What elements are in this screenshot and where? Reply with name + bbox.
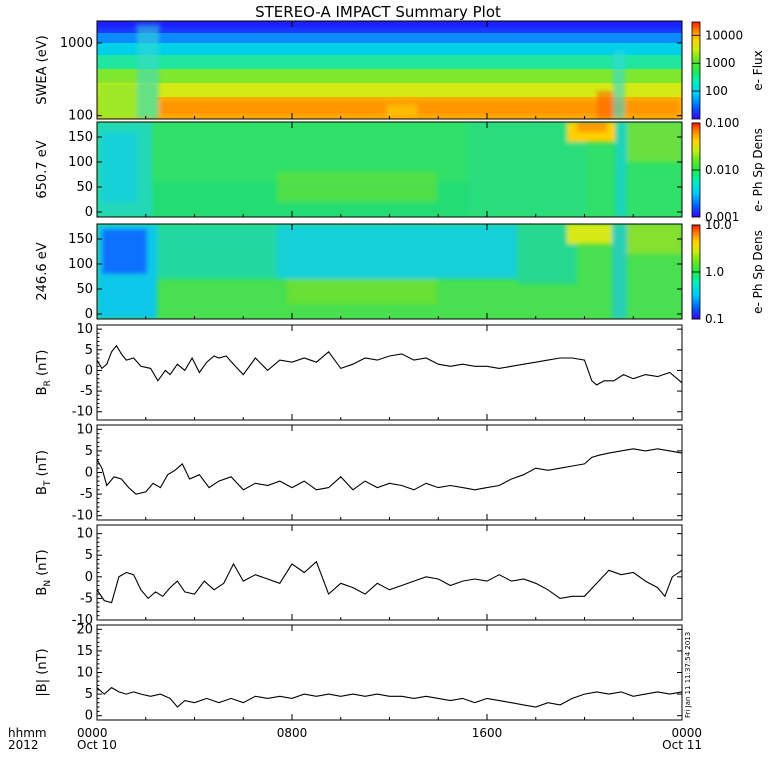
bt-ytick-label: -5 (80, 487, 93, 502)
bt-series-line (96, 448, 683, 495)
pad650-colorbar-label: 0.100 (705, 116, 739, 130)
bmag-ytick-label: 0 (85, 709, 93, 724)
pad650-ytick-label: 50 (76, 180, 93, 195)
pad246-colorbar-label: 1.0 (705, 265, 724, 279)
pad650-ytick-label: 150 (68, 130, 93, 145)
pad246-colorbar-label: 0.1 (705, 312, 724, 326)
bmag-ytick-label: 10 (76, 666, 93, 681)
bt-ytick-label: -10 (72, 509, 93, 524)
time-date-label: Oct 11 (662, 738, 702, 752)
bn-ytick-label: -5 (80, 591, 93, 606)
swea-spectrogram (97, 21, 682, 119)
bmag-frame (96, 624, 683, 721)
pad650-colorbar-label: 0.010 (705, 163, 739, 177)
bt-ytick-label: 10 (76, 422, 93, 437)
pad246-ytick-label: 150 (68, 232, 93, 247)
br-frame (96, 324, 683, 421)
pad650-ytick-label: 0 (85, 205, 93, 220)
pad650-ylabel: 650.7 eV (35, 140, 50, 198)
br-ylabel: BR (nT) (35, 350, 53, 396)
swea-colorbar-label: 10000 (705, 28, 743, 42)
pad246-ytick-label: 100 (68, 257, 93, 272)
bn-ylabel: BN (nT) (35, 549, 53, 595)
colorbar-group (691, 21, 701, 320)
timestamp-stamp: Fri Jan 11 11:37:54 2013 (684, 632, 692, 718)
pad650-ytick-label: 100 (68, 155, 93, 170)
br-ytick-label: -5 (80, 384, 93, 399)
bmag-ytick-label: 5 (85, 687, 93, 702)
bn-ytick-label: -10 (72, 613, 93, 628)
bmag-ylabel: |B| (nT) (35, 648, 50, 696)
pad650-colorbar-title: e- Ph Sp Dens (751, 128, 765, 212)
bmag-ytick-label: 15 (76, 644, 93, 659)
swea-colorbar-title: e- Flux (751, 50, 765, 90)
bmag-series-line (96, 686, 683, 708)
time-tick-label: 0000 (671, 726, 702, 740)
time-date-label: Oct 10 (77, 738, 117, 752)
bmag-ytick-label: 20 (76, 622, 93, 637)
br-ytick-label: 0 (85, 363, 93, 378)
pad650-spectrogram (97, 122, 682, 217)
br-ytick-label: 10 (76, 322, 93, 337)
time-row1-label: hhmm (8, 726, 47, 740)
pad246-ytick-label: 0 (85, 307, 93, 322)
bn-series-line (96, 560, 683, 604)
bn-ytick-label: 5 (85, 548, 93, 563)
bt-ytick-label: 5 (85, 444, 93, 459)
pad246-ytick-label: 50 (76, 282, 93, 297)
bn-ytick-label: 0 (85, 570, 93, 585)
pad246-colorbar-label: 10.0 (705, 218, 732, 232)
time-row2-label: 2012 (8, 738, 39, 752)
pad650-panel (96, 121, 683, 218)
pad246-spectrogram (97, 224, 682, 319)
bt-frame (96, 424, 683, 521)
time-tick-label: 0000 (77, 726, 108, 740)
swea-ytick-label: 1000 (60, 36, 93, 51)
bn-frame (96, 524, 683, 621)
bt-ylabel: BT (nT) (35, 450, 53, 495)
swea-panel (96, 20, 683, 120)
br-ytick-label: -10 (72, 405, 93, 420)
swea-ytick-label: 100 (68, 109, 93, 124)
pad246-panel (96, 223, 683, 320)
bt-ytick-label: 0 (85, 466, 93, 481)
swea-colorbar (691, 21, 701, 120)
time-tick-label: 1600 (472, 726, 503, 740)
br-ytick-label: 5 (85, 343, 93, 358)
swea-colorbar-label: 100 (705, 84, 728, 98)
pad246-colorbar-title: e- Ph Sp Dens (751, 230, 765, 314)
br-series-line (96, 344, 683, 386)
pad246-ylabel: 246.6 eV (35, 242, 50, 300)
bn-ytick-label: 10 (76, 527, 93, 542)
plot-title: STEREO-A IMPACT Summary Plot (255, 3, 501, 21)
pad650-colorbar-label: 0.001 (705, 210, 739, 224)
time-tick-label: 0800 (277, 726, 308, 740)
swea-colorbar-label: 1000 (705, 56, 736, 70)
swea-ylabel: SWEA (eV) (35, 35, 50, 104)
